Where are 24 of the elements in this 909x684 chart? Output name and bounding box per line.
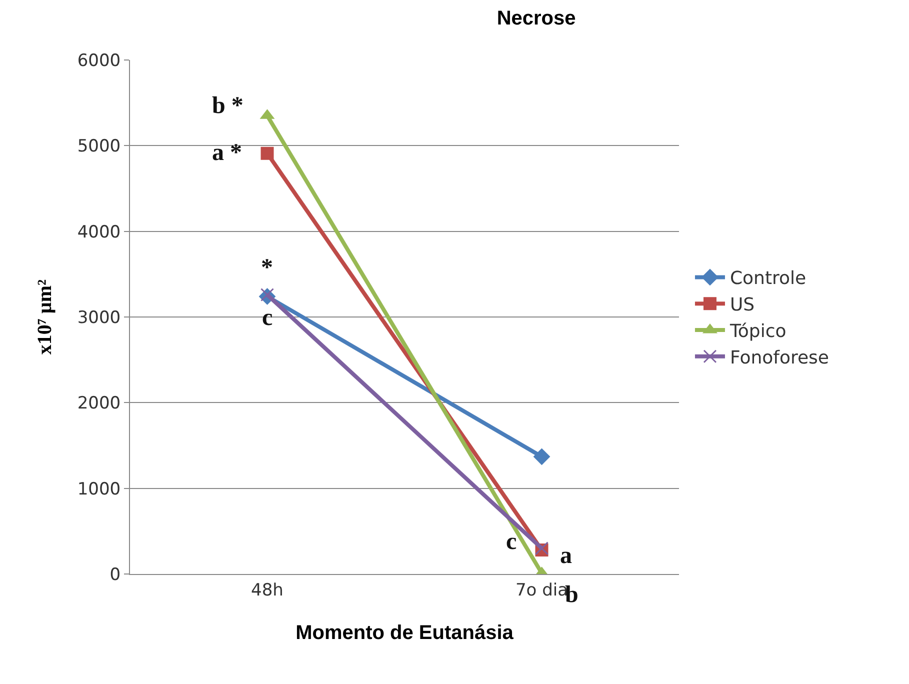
y-tick-label: 2000 bbox=[77, 394, 121, 414]
y-tick-label: 0 bbox=[110, 564, 121, 585]
y-tick-label: 5000 bbox=[77, 136, 121, 157]
annotation: b bbox=[565, 582, 578, 608]
y-axis-title: x10⁷ µm² bbox=[34, 279, 56, 355]
x-axis-title: Momento de Eutanásia bbox=[296, 622, 514, 644]
legend-label: Tópico bbox=[728, 321, 786, 342]
annotation: b * bbox=[212, 93, 244, 119]
y-tick-label: 4000 bbox=[77, 222, 121, 242]
y-tick-label: 1000 bbox=[77, 479, 121, 500]
annotation: * bbox=[261, 255, 273, 281]
annotation: c bbox=[262, 305, 273, 331]
point bbox=[533, 448, 550, 466]
annotation: a * bbox=[212, 140, 242, 166]
legend-label: Fonoforese bbox=[730, 347, 830, 368]
annotation: c bbox=[506, 529, 517, 555]
legend-label: Controle bbox=[730, 268, 806, 290]
point bbox=[260, 146, 274, 160]
y-tick-label: 3000 bbox=[77, 308, 121, 328]
x-tick-label: 48h bbox=[251, 580, 284, 600]
legend-label: US bbox=[730, 294, 755, 316]
y-tick-label: 6000 bbox=[77, 50, 121, 71]
annotation: a bbox=[560, 543, 572, 569]
chart-title: Necrose bbox=[496, 7, 576, 30]
